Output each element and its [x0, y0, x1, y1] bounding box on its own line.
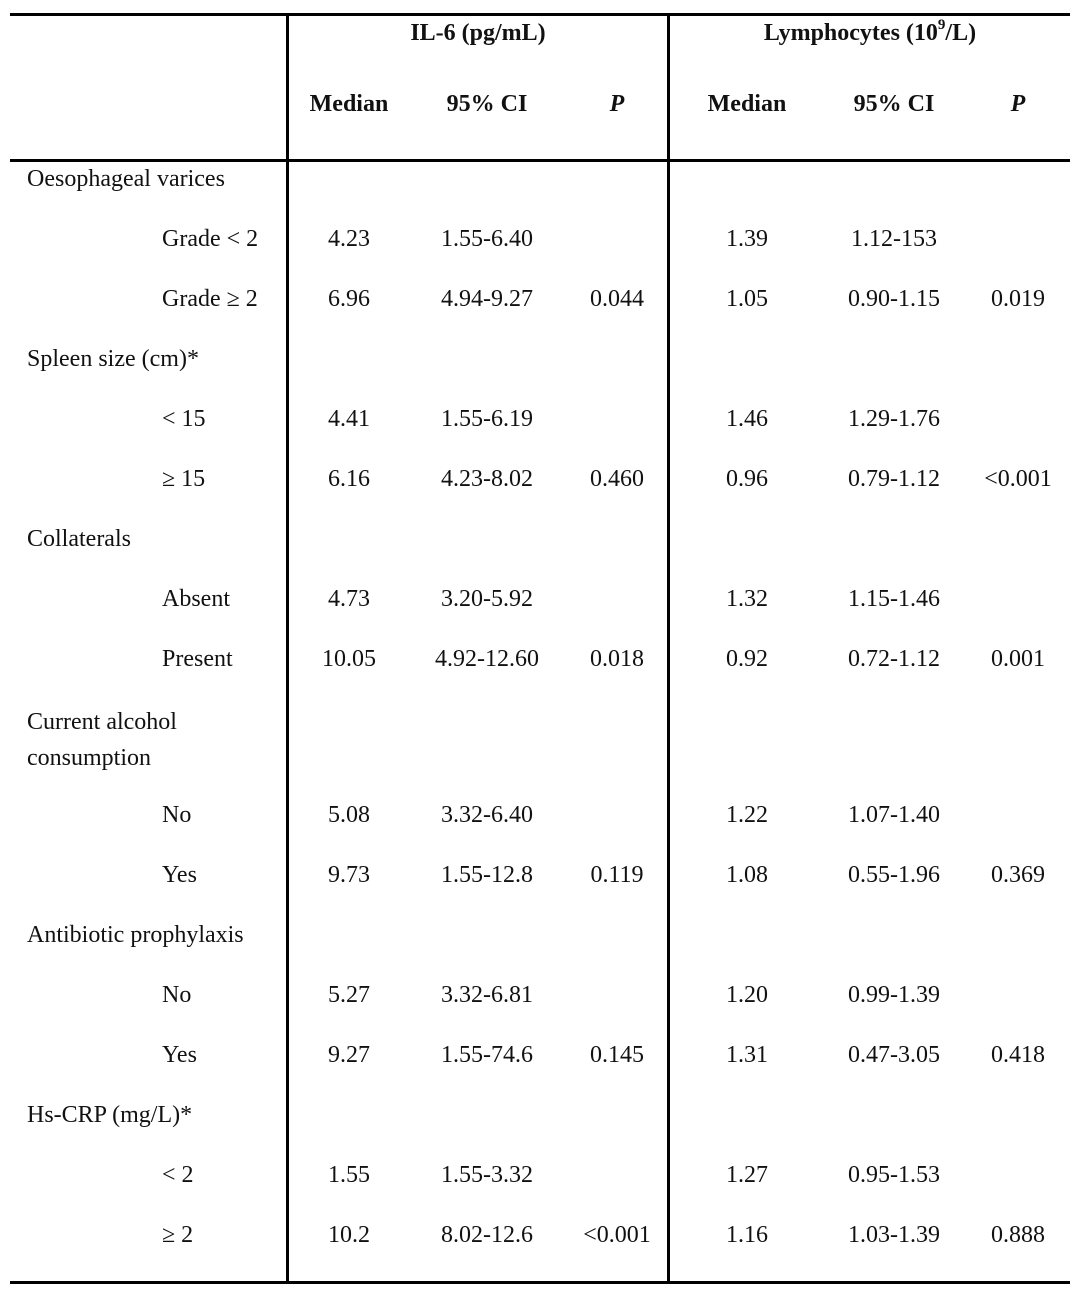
- il6-ci-cell: 1.55-3.32: [441, 1162, 533, 1188]
- lymph-median-cell: 1.08: [726, 862, 768, 888]
- lymph-ci-cell: 0.95-1.53: [848, 1162, 940, 1188]
- lymph-median-cell: 1.46: [726, 406, 768, 432]
- lymph-ci-cell: 0.79-1.12: [848, 466, 940, 492]
- lymph-ci-cell: 0.99-1.39: [848, 982, 940, 1008]
- lymph-median-cell: 0.96: [726, 466, 768, 492]
- lymph-ci-cell: 0.72-1.12: [848, 646, 940, 672]
- row-label: ≥ 15: [162, 466, 206, 492]
- group-label: Current alcohol consumption: [27, 704, 277, 776]
- row-label: < 15: [162, 406, 206, 432]
- il6-ci-cell: 1.55-6.19: [441, 406, 533, 432]
- il6-ci-cell: 4.92-12.60: [435, 646, 539, 672]
- group-label: Collaterals: [27, 526, 131, 552]
- divider-label-il6: [286, 13, 289, 1284]
- lymph-p-header: P: [1010, 91, 1026, 117]
- row-label: Absent: [162, 586, 230, 612]
- row-label: Present: [162, 646, 233, 672]
- lymph-median-cell: 1.16: [726, 1222, 768, 1248]
- il6-ci-cell: 4.94-9.27: [441, 286, 533, 312]
- lymph-ci-cell: 0.90-1.15: [848, 286, 940, 312]
- il6-p-cell: 0.044: [590, 286, 644, 312]
- lymph-p-cell: 0.001: [991, 646, 1045, 672]
- il6-median-cell: 1.55: [328, 1162, 370, 1188]
- il6-p-cell: 0.119: [590, 862, 644, 888]
- lymph-p-cell: 0.888: [991, 1222, 1045, 1248]
- il6-median-cell: 10.05: [322, 646, 376, 672]
- lymph-median-cell: 1.31: [726, 1042, 768, 1068]
- il6-ci-cell: 4.23-8.02: [441, 466, 533, 492]
- il6-p-cell: 0.460: [590, 466, 644, 492]
- il6-ci-cell: 1.55-12.8: [441, 862, 533, 888]
- il6-p-cell: <0.001: [583, 1222, 651, 1248]
- lymph-median-cell: 0.92: [726, 646, 768, 672]
- il6-ci-header: 95% CI: [446, 91, 528, 117]
- row-label: Grade < 2: [162, 226, 259, 252]
- il6-ci-cell: 8.02-12.6: [441, 1222, 533, 1248]
- lymph-ci-cell: 1.12-153: [851, 226, 937, 252]
- lymph-ci-cell: 1.29-1.76: [848, 406, 940, 432]
- lymph-p-cell: 0.369: [991, 862, 1045, 888]
- il6-ci-cell: 1.55-6.40: [441, 226, 533, 252]
- row-label: No: [162, 982, 192, 1008]
- row-label: ≥ 2: [162, 1222, 194, 1248]
- il6-p-cell: 0.018: [590, 646, 644, 672]
- il6-median-cell: 4.41: [328, 406, 370, 432]
- il6-ci-cell: 3.20-5.92: [441, 586, 533, 612]
- group-label: Hs-CRP (mg/L)*: [27, 1102, 193, 1128]
- lymph-median-cell: 1.32: [726, 586, 768, 612]
- lymph-median-cell: 1.05: [726, 286, 768, 312]
- lymph-ci-cell: 0.47-3.05: [848, 1042, 940, 1068]
- lymph-median-cell: 1.39: [726, 226, 768, 252]
- row-label: Grade ≥ 2: [162, 286, 258, 312]
- lymph-p-cell: <0.001: [984, 466, 1052, 492]
- header-bottom-rule: [10, 159, 1070, 162]
- lymph-median-cell: 1.20: [726, 982, 768, 1008]
- il6-ci-cell: 3.32-6.40: [441, 802, 533, 828]
- il6-median-cell: 5.27: [328, 982, 370, 1008]
- il6-median-cell: 5.08: [328, 802, 370, 828]
- il6-median-cell: 6.96: [328, 286, 370, 312]
- lymph-title-suffix: /L): [945, 20, 977, 46]
- row-label: Yes: [162, 1042, 197, 1068]
- group-label-line: consumption: [27, 745, 151, 771]
- il6-ci-cell: 3.32-6.81: [441, 982, 533, 1008]
- il6-median-cell: 9.27: [328, 1042, 370, 1068]
- row-label: Yes: [162, 862, 197, 888]
- lymph-median-cell: 1.22: [726, 802, 768, 828]
- lymph-title-exponent: 9: [937, 17, 946, 33]
- row-label: No: [162, 802, 192, 828]
- group-label: Spleen size (cm)*: [27, 346, 199, 372]
- lymph-ci-cell: 1.15-1.46: [848, 586, 940, 612]
- il6-p-header: P: [609, 91, 625, 117]
- il6-median-cell: 4.23: [328, 226, 370, 252]
- il6-median-cell: 9.73: [328, 862, 370, 888]
- group-label-line: Current alcohol: [27, 709, 177, 735]
- group-label: Antibiotic prophylaxis: [27, 922, 244, 948]
- il6-ci-cell: 1.55-74.6: [441, 1042, 533, 1068]
- lymph-ci-cell: 1.07-1.40: [848, 802, 940, 828]
- il6-median-header: Median: [309, 91, 389, 117]
- lymph-median-cell: 1.27: [726, 1162, 768, 1188]
- lymph-p-cell: 0.019: [991, 286, 1045, 312]
- lymph-ci-cell: 1.03-1.39: [848, 1222, 940, 1248]
- divider-il6-lymph: [667, 13, 670, 1284]
- lymph-median-header: Median: [707, 91, 787, 117]
- row-label: < 2: [162, 1162, 194, 1188]
- lymphocytes-column-title: Lymphocytes (109/L): [670, 18, 1070, 48]
- bottom-rule: [10, 1281, 1070, 1284]
- il6-median-cell: 10.2: [328, 1222, 370, 1248]
- lymph-ci-cell: 0.55-1.96: [848, 862, 940, 888]
- lymph-ci-header: 95% CI: [853, 91, 935, 117]
- lymph-title-prefix: Lymphocytes (10: [763, 20, 938, 46]
- lymph-p-cell: 0.418: [991, 1042, 1045, 1068]
- top-rule: [10, 13, 1070, 16]
- il6-p-cell: 0.145: [590, 1042, 644, 1068]
- group-label: Oesophageal varices: [27, 166, 225, 192]
- il6-median-cell: 6.16: [328, 466, 370, 492]
- il6-column-title: IL-6 (pg/mL): [410, 20, 546, 46]
- il6-median-cell: 4.73: [328, 586, 370, 612]
